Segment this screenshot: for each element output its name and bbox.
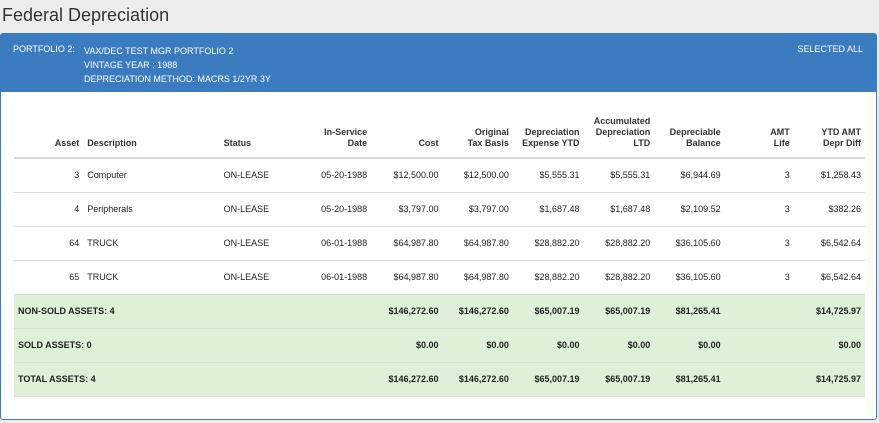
portfolio-name: VAX/DEC TEST MGR PORTFOLIO 2 (84, 46, 234, 56)
summary-accumulated-depreciation: $0.00 (583, 328, 655, 363)
col-asset[interactable]: Asset (14, 112, 84, 159)
table-row[interactable]: 65 TRUCK ON-LEASE 06-01-1988 $64,987.80 … (14, 260, 865, 295)
cell-asset: 4 (14, 192, 84, 227)
cell-cost: $64,987.80 (371, 260, 443, 295)
cell-depreciation-expense-ytd: $1,687.48 (512, 192, 584, 227)
summary-amt-life (724, 294, 794, 329)
cell-ytd-amt-depr-diff: $1,258.43 (793, 158, 865, 193)
cell-amt-life: 3 (724, 260, 794, 295)
portfolio-label: PORTFOLIO 2: (13, 44, 75, 54)
col-amt-life[interactable]: AMT Life (724, 112, 794, 159)
cell-accumulated-depreciation: $1,687.48 (583, 192, 655, 227)
cell-asset: 3 (14, 158, 84, 193)
cell-ytd-amt-depr-diff: $382.26 (793, 192, 865, 227)
selection-status: SELECTED ALL (797, 44, 863, 54)
cell-original-tax-basis: $64,987.80 (442, 226, 513, 261)
summary-depreciation-expense-ytd: $65,007.19 (512, 362, 584, 397)
cell-depreciation-expense-ytd: $28,882.20 (512, 260, 584, 295)
summary-depreciation-expense-ytd: $65,007.19 (512, 294, 584, 329)
cell-cost: $12,500.00 (371, 158, 443, 193)
cell-cost: $3,797.00 (371, 192, 443, 227)
col-in-service-date[interactable]: In-Service Date (295, 112, 372, 159)
cell-in-service-date: 06-01-1988 (295, 226, 372, 261)
summary-original-tax-basis: $146,272.60 (442, 294, 513, 329)
cell-description: Computer (83, 158, 220, 193)
depreciation-panel: PORTFOLIO 2: VAX/DEC TEST MGR PORTFOLIO … (0, 33, 877, 420)
cell-status: ON-LEASE (219, 158, 296, 193)
depreciation-method: DEPRECIATION METHOD: MACRS 1/2YR 3Y (84, 74, 271, 84)
cell-description: TRUCK (83, 260, 220, 295)
summary-row-total: TOTAL ASSETS: 4 $146,272.60 $146,272.60 … (14, 362, 865, 397)
cell-amt-life: 3 (724, 158, 794, 193)
vintage-year: VINTAGE YEAR : 1988 (84, 60, 178, 70)
summary-cost: $146,272.60 (371, 362, 443, 397)
table-row[interactable]: 4 Peripherals ON-LEASE 05-20-1988 $3,797… (14, 192, 865, 227)
summary-depreciable-balance: $81,265.41 (654, 362, 725, 397)
cell-status: ON-LEASE (219, 226, 296, 261)
summary-amt-life (724, 328, 794, 363)
table-row[interactable]: 3 Computer ON-LEASE 05-20-1988 $12,500.0… (14, 158, 865, 193)
cell-depreciable-balance: $36,105.60 (654, 226, 725, 261)
summary-depreciable-balance: $0.00 (654, 328, 725, 363)
summary-amt-life (724, 362, 794, 397)
summary-label: NON-SOLD ASSETS: 4 (14, 294, 372, 329)
cell-accumulated-depreciation: $5,555.31 (583, 158, 655, 193)
col-ytd-amt-depr-diff[interactable]: YTD AMT Depr Diff (793, 112, 865, 159)
cell-amt-life: 3 (724, 226, 794, 261)
cell-depreciation-expense-ytd: $28,882.20 (512, 226, 584, 261)
summary-row-non-sold: NON-SOLD ASSETS: 4 $146,272.60 $146,272.… (14, 294, 865, 329)
summary-label: TOTAL ASSETS: 4 (14, 362, 372, 397)
summary-original-tax-basis: $0.00 (442, 328, 513, 363)
summary-cost: $146,272.60 (371, 294, 443, 329)
summary-label: SOLD ASSETS: 0 (14, 328, 372, 363)
cell-cost: $64,987.80 (371, 226, 443, 261)
cell-description: TRUCK (83, 226, 220, 261)
col-depreciable-balance[interactable]: Depreciable Balance (654, 112, 725, 159)
col-cost[interactable]: Cost (371, 112, 443, 159)
cell-in-service-date: 05-20-1988 (295, 158, 372, 193)
panel-header: PORTFOLIO 2: VAX/DEC TEST MGR PORTFOLIO … (1, 34, 876, 92)
cell-asset: 64 (14, 226, 84, 261)
cell-asset: 65 (14, 260, 84, 295)
cell-in-service-date: 05-20-1988 (295, 192, 372, 227)
cell-status: ON-LEASE (219, 260, 296, 295)
cell-ytd-amt-depr-diff: $6,542.64 (793, 226, 865, 261)
summary-depreciation-expense-ytd: $0.00 (512, 328, 584, 363)
cell-accumulated-depreciation: $28,882.20 (583, 226, 655, 261)
col-original-tax-basis[interactable]: Original Tax Basis (442, 112, 513, 159)
cell-original-tax-basis: $3,797.00 (442, 192, 513, 227)
summary-accumulated-depreciation: $65,007.19 (583, 294, 655, 329)
summary-depreciable-balance: $81,265.41 (654, 294, 725, 329)
cell-original-tax-basis: $64,987.80 (442, 260, 513, 295)
cell-status: ON-LEASE (219, 192, 296, 227)
cell-original-tax-basis: $12,500.00 (442, 158, 513, 193)
summary-accumulated-depreciation: $65,007.19 (583, 362, 655, 397)
cell-depreciation-expense-ytd: $5,555.31 (512, 158, 584, 193)
table-header-row: Asset Description Status In-Service Date … (14, 112, 865, 159)
col-status[interactable]: Status (219, 112, 296, 159)
summary-ytd-amt-depr-diff: $0.00 (793, 328, 865, 363)
cell-in-service-date: 06-01-1988 (295, 260, 372, 295)
col-description[interactable]: Description (83, 112, 220, 159)
col-depreciation-expense-ytd[interactable]: Depreciation Expense YTD (512, 112, 584, 159)
cell-depreciable-balance: $6,944.69 (654, 158, 725, 193)
summary-ytd-amt-depr-diff: $14,725.97 (793, 362, 865, 397)
cell-ytd-amt-depr-diff: $6,542.64 (793, 260, 865, 295)
col-accumulated-depreciation-ltd[interactable]: Accumulated Depreciation LTD (583, 112, 655, 159)
depreciation-table: Asset Description Status In-Service Date … (14, 112, 865, 397)
cell-depreciable-balance: $2,109.52 (654, 192, 725, 227)
page-title: Federal Depreciation (2, 5, 170, 25)
cell-amt-life: 3 (724, 192, 794, 227)
summary-ytd-amt-depr-diff: $14,725.97 (793, 294, 865, 329)
summary-cost: $0.00 (371, 328, 443, 363)
summary-row-sold: SOLD ASSETS: 0 $0.00 $0.00 $0.00 $0.00 $… (14, 328, 865, 363)
cell-depreciable-balance: $36,105.60 (654, 260, 725, 295)
cell-accumulated-depreciation: $28,882.20 (583, 260, 655, 295)
summary-original-tax-basis: $146,272.60 (442, 362, 513, 397)
portfolio-details: VAX/DEC TEST MGR PORTFOLIO 2 VINTAGE YEA… (84, 44, 271, 86)
cell-description: Peripherals (83, 192, 220, 227)
table-row[interactable]: 64 TRUCK ON-LEASE 06-01-1988 $64,987.80 … (14, 226, 865, 261)
